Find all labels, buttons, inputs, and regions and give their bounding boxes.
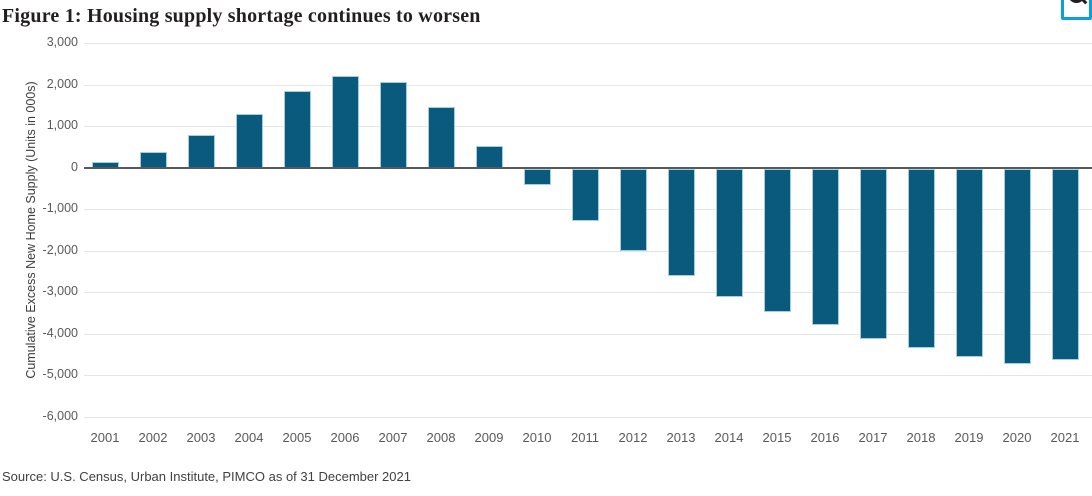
y-tick-label: -1,000 [42, 201, 78, 216]
zero-axis-line [84, 166, 1092, 169]
bar-2016 [811, 168, 839, 325]
bar-2010 [523, 168, 551, 185]
x-tick-label: 2018 [906, 430, 936, 445]
gridline [84, 84, 1092, 86]
source-note: Source: U.S. Census, Urban Institute, PI… [2, 469, 411, 484]
bar-2011 [571, 168, 599, 222]
figure-title: Figure 1: Housing supply shortage contin… [2, 5, 481, 27]
bar-2007 [379, 82, 407, 168]
bar-2012 [619, 168, 647, 251]
x-tick-label: 2002 [138, 430, 168, 445]
gridline [84, 292, 1092, 294]
x-tick-label: 2017 [858, 430, 888, 445]
x-tick-label: 2005 [282, 430, 312, 445]
gridline [84, 333, 1092, 335]
y-tick-label: 0 [71, 159, 78, 174]
x-tick-label: 2007 [378, 430, 408, 445]
x-tick-label: 2014 [714, 430, 744, 445]
y-tick-label: -3,000 [42, 284, 78, 299]
x-tick-label: 2009 [474, 430, 504, 445]
y-tick-label: -5,000 [42, 367, 78, 382]
y-tick-label: -6,000 [42, 409, 78, 423]
gridline [84, 43, 1092, 44]
bar-2006 [331, 76, 359, 168]
x-tick-label: 2011 [571, 430, 599, 445]
x-tick-label: 2012 [618, 430, 648, 445]
x-tick-label: 2021 [1050, 430, 1080, 445]
gridline [84, 375, 1092, 377]
y-tick-label: -2,000 [42, 242, 78, 257]
x-tick-label: 2010 [522, 430, 552, 445]
x-tick-label: 2008 [426, 430, 456, 445]
bar-2009 [475, 145, 503, 168]
gridline [84, 250, 1092, 252]
x-tick-label: 2019 [954, 430, 984, 445]
gridline [84, 417, 1092, 418]
x-tick-label: 2016 [810, 430, 840, 445]
bar-2017 [859, 168, 887, 339]
bar-2020 [1003, 168, 1031, 364]
gridline [84, 126, 1092, 128]
bar-2003 [187, 134, 215, 168]
y-tick-label: 1,000 [46, 118, 78, 133]
bar-2013 [667, 168, 695, 276]
bar-2019 [955, 168, 983, 358]
x-tick-label: 2001 [90, 430, 120, 445]
bar-2015 [763, 168, 791, 312]
chart-plot-area [84, 43, 1092, 418]
x-tick-label: 2006 [330, 430, 360, 445]
y-tick-label: -4,000 [42, 325, 78, 340]
bar-2008 [427, 106, 455, 168]
bar-2018 [907, 168, 935, 349]
x-tick-label: 2020 [1002, 430, 1032, 445]
magnifier-handle-icon [1081, 0, 1088, 5]
bar-2021 [1051, 168, 1079, 361]
bar-2014 [715, 168, 743, 297]
x-tick-label: 2015 [762, 430, 792, 445]
bar-2002 [139, 151, 167, 168]
bar-2004 [235, 114, 263, 168]
zoom-icon[interactable] [1061, 0, 1092, 20]
y-tick-label: 2,000 [46, 76, 78, 91]
x-tick-label: 2004 [234, 430, 264, 445]
bar-2005 [283, 90, 311, 168]
y-axis-title: Cumulative Excess New Home Supply (Units… [24, 81, 38, 379]
x-tick-label: 2003 [186, 430, 216, 445]
x-tick-label: 2013 [666, 430, 696, 445]
y-tick-label: 3,000 [46, 35, 78, 49]
